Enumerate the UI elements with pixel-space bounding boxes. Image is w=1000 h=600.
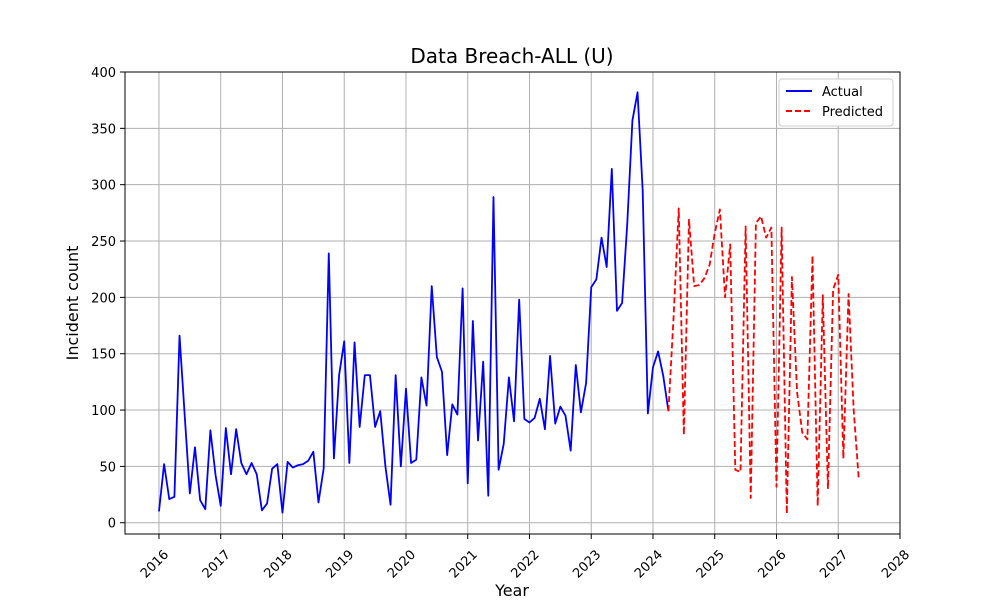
series-line-actual (158, 91, 670, 514)
y-tick-label: 150 (91, 348, 116, 363)
y-axis-label: Incident count (63, 246, 82, 361)
y-tick-label: 250 (91, 235, 116, 250)
chart-title: Data Breach-ALL (U) (410, 44, 613, 68)
y-tick-label: 50 (99, 460, 116, 475)
legend-label-predicted: Predicted (822, 105, 883, 120)
series-lines (158, 91, 860, 515)
y-tick-label: 300 (91, 179, 116, 194)
plot-frame (124, 71, 901, 535)
y-tick-label: 400 (91, 66, 116, 81)
series-line-predicted (667, 207, 860, 515)
legend-label-actual: Actual (822, 85, 863, 100)
y-tick-label: 200 (91, 291, 116, 306)
y-tick-label: 100 (91, 404, 116, 419)
y-tick-label: 0 (108, 517, 116, 532)
y-tick-label: 350 (91, 122, 116, 137)
x-axis-label: Year (494, 581, 529, 600)
legend: Actual Predicted (778, 78, 894, 127)
